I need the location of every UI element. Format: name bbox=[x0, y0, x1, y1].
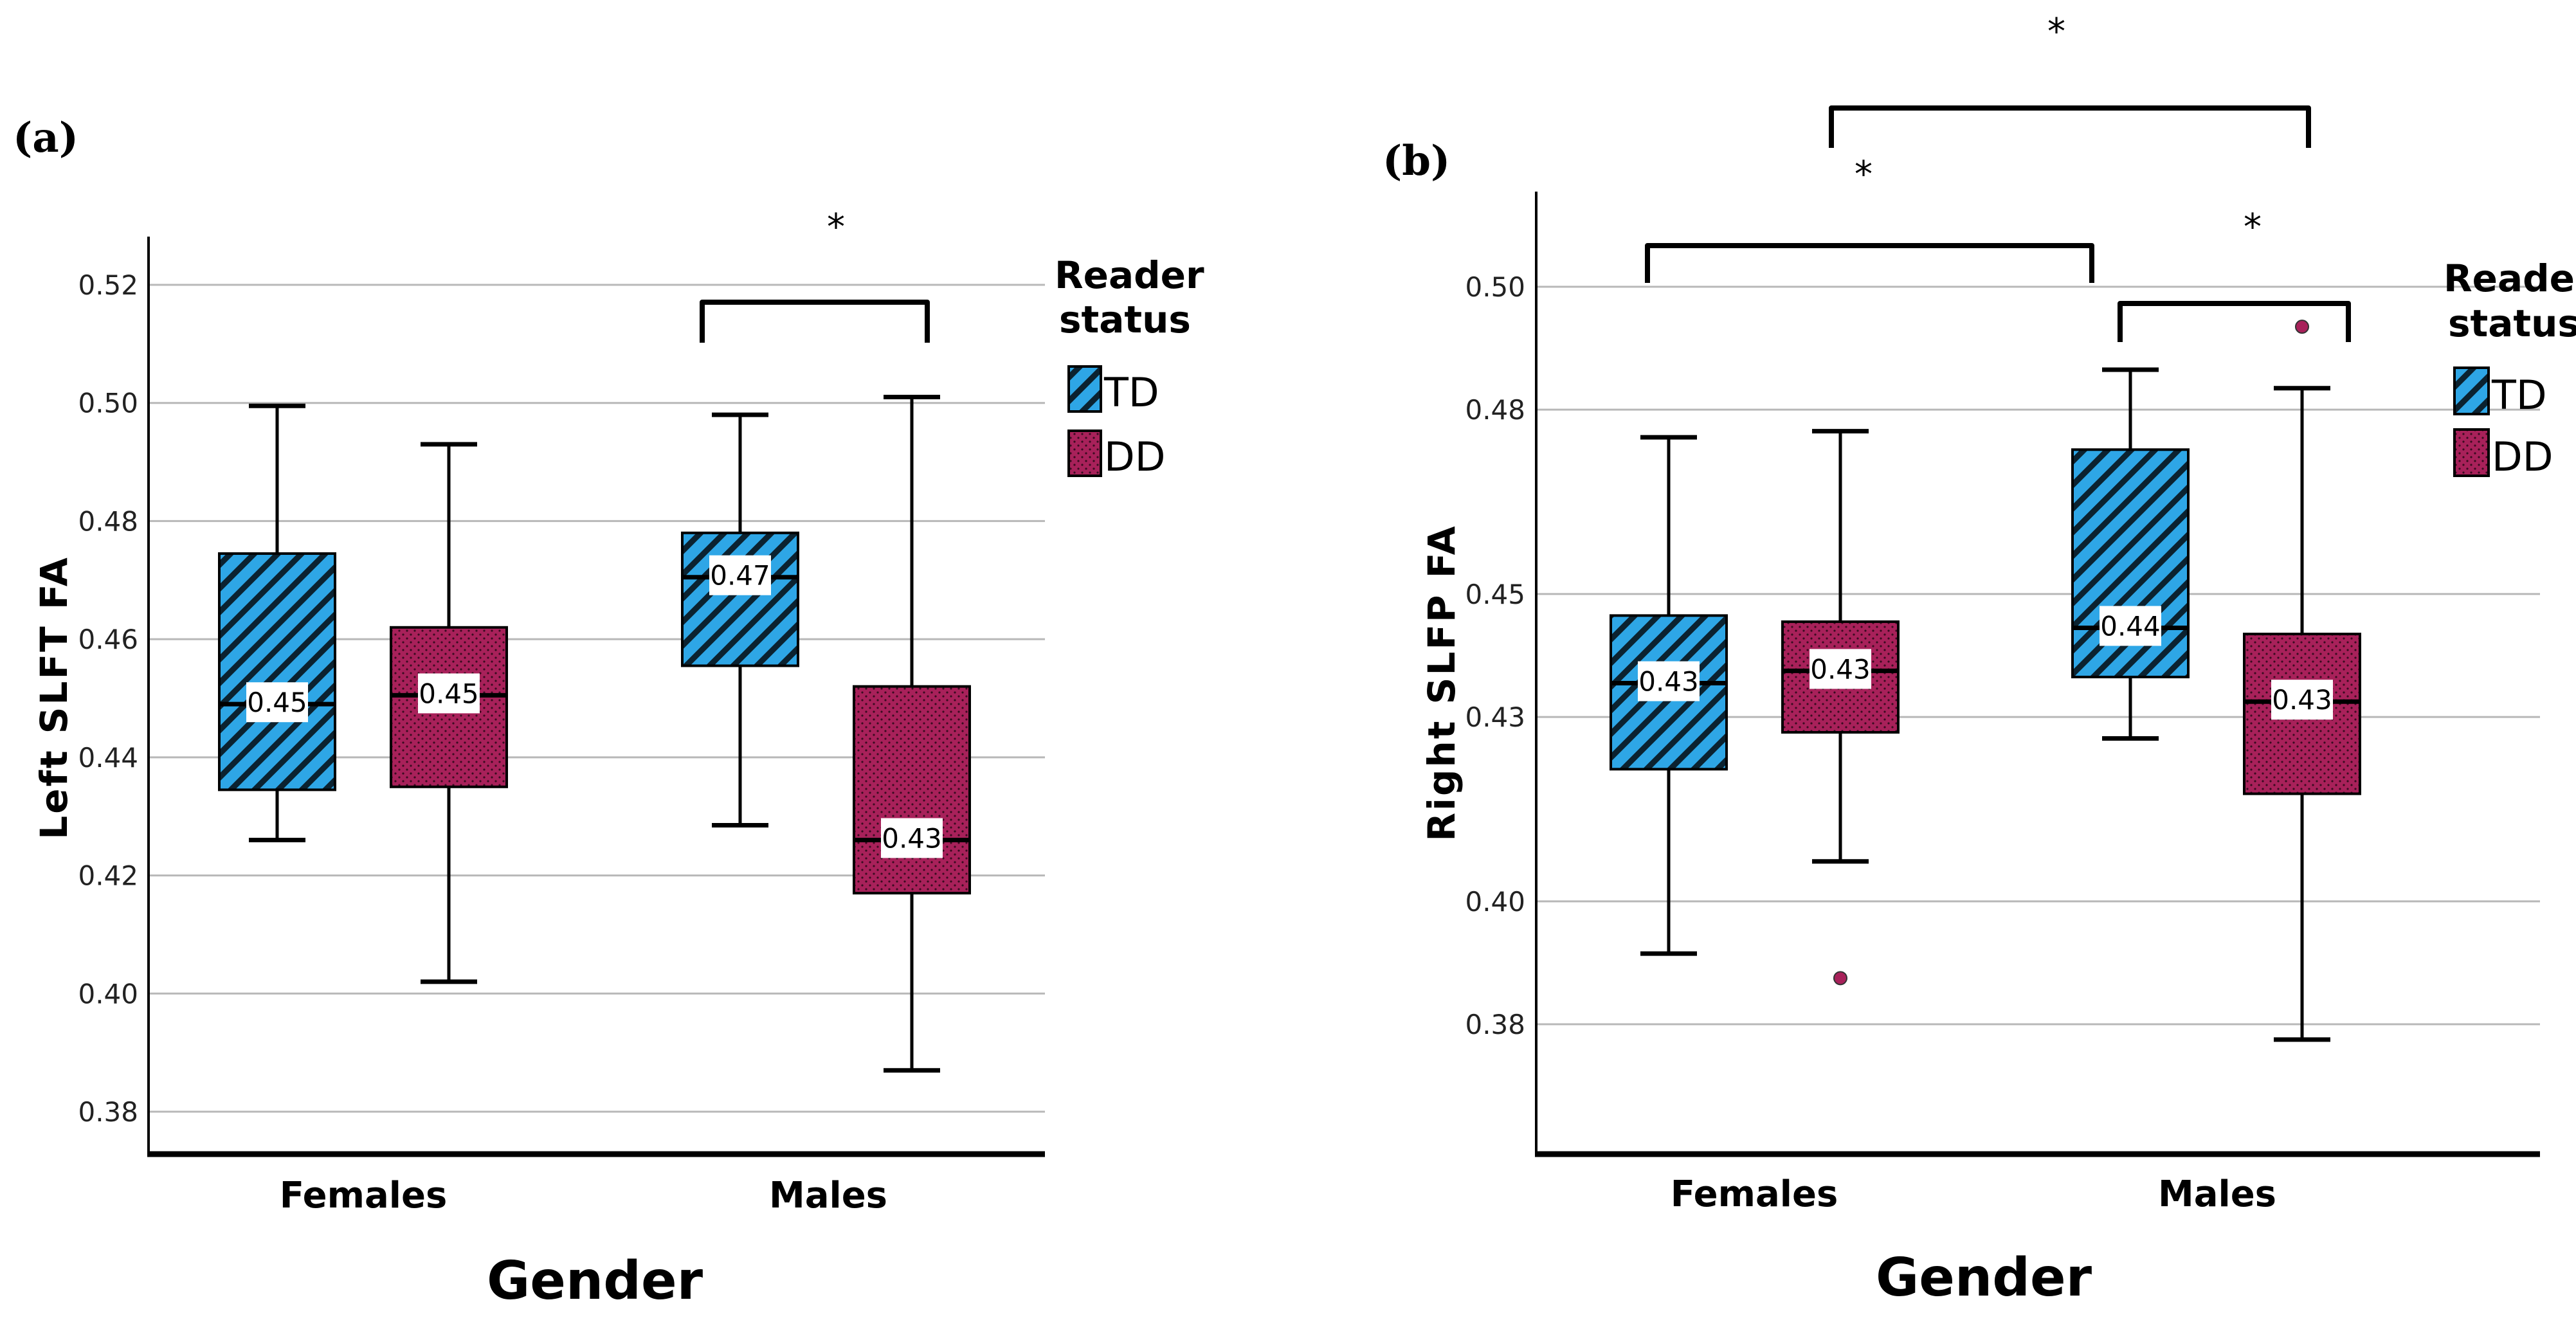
panel-a-y-tick-label: 0.42 bbox=[78, 860, 138, 892]
panel-a-legend-swatch-dd bbox=[1067, 429, 1102, 477]
panel-b-legend-title-line1: Reader bbox=[2444, 257, 2576, 300]
panel-b-legend-label-dd: DD bbox=[2492, 433, 2553, 480]
value-label-bg bbox=[2100, 606, 2161, 646]
panel-a-significance-star: * bbox=[827, 206, 845, 248]
panel-b-legend: Reader status TD DD bbox=[2444, 257, 2576, 480]
value-label-bg bbox=[418, 673, 480, 714]
panel-a-y-tick-label: 0.46 bbox=[78, 624, 138, 655]
panel-a-y-tick-label: 0.44 bbox=[78, 742, 138, 773]
panel-b-significance-star-2: * bbox=[2244, 206, 2262, 248]
panel-b-legend-swatch-td bbox=[2453, 366, 2490, 415]
panel-a-y-tick-label: 0.40 bbox=[78, 978, 138, 1009]
panel-a-box-males-dd: 0.43 bbox=[853, 395, 971, 1073]
panel-a-chart: (a) 0.38 0.40 0.42 0.44 0.46 0.48 0.50 0.52 Lef… bbox=[13, 114, 1204, 1312]
value-label-bg bbox=[1810, 649, 1871, 689]
panel-b-y-tick-label: 0.45 bbox=[1465, 579, 1525, 610]
panel-b-y-tick-label: 0.48 bbox=[1465, 394, 1525, 426]
panel-b-y-tick-label: 0.43 bbox=[1465, 701, 1525, 733]
panel-b-y-tick-label: 0.40 bbox=[1465, 886, 1525, 918]
panel-b-x-axis-title: Gender bbox=[1876, 1247, 2092, 1308]
value-label-bg bbox=[1638, 661, 1700, 701]
panel-b-legend-label-td: TD bbox=[2491, 372, 2547, 419]
value-label-bg bbox=[246, 682, 308, 723]
panel-b-significance-star-3: * bbox=[2047, 11, 2065, 53]
value-label: 0.43 bbox=[1638, 666, 1699, 698]
panel-b-box-females-dd: 0.43 bbox=[1781, 429, 1900, 986]
value-label: 0.44 bbox=[2100, 610, 2161, 642]
panel-a-box-males-td: 0.47 bbox=[681, 412, 799, 827]
value-label: 0.45 bbox=[419, 678, 479, 709]
value-label: 0.43 bbox=[882, 822, 942, 854]
panel-a-y-tick-label: 0.50 bbox=[78, 388, 138, 419]
value-label-bg bbox=[881, 818, 943, 858]
value-label: 0.45 bbox=[247, 687, 307, 718]
panel-b-y-axis-title: Right SLFP FA bbox=[1420, 524, 1464, 841]
outlier-point bbox=[1833, 971, 1847, 986]
panel-a-y-tick-label: 0.52 bbox=[78, 269, 138, 301]
panel-a-legend-label-td: TD bbox=[1103, 369, 1159, 416]
panel-a-x-tick-males: Males bbox=[769, 1175, 887, 1216]
value-label: 0.43 bbox=[2272, 684, 2332, 716]
panel-b-bracket-females-vs-males-td bbox=[1645, 243, 2094, 283]
outlier-point bbox=[2295, 320, 2309, 334]
panel-a-significance-bracket: * bbox=[700, 206, 930, 343]
panel-b-legend-title-line2: status bbox=[2448, 302, 2576, 345]
panel-b-box-females-td: 0.43 bbox=[1610, 435, 1728, 956]
panel-a-y-tick-label: 0.38 bbox=[78, 1096, 138, 1128]
box-iqr bbox=[853, 685, 971, 895]
panel-b-bracket-males-td-vs-dd bbox=[2118, 301, 2351, 342]
panel-a-x-tick-females: Females bbox=[280, 1175, 448, 1216]
value-label-bg bbox=[709, 555, 771, 595]
box-iqr bbox=[218, 552, 336, 791]
value-label: 0.47 bbox=[710, 560, 770, 592]
panel-b-x-tick-females: Females bbox=[1671, 1173, 1838, 1215]
panel-b-significance-star-1: * bbox=[1855, 154, 1873, 195]
panel-b-y-tick-label: 0.38 bbox=[1465, 1009, 1525, 1040]
panel-b-legend-swatch-dd bbox=[2453, 428, 2490, 477]
panel-b-box-males-td: 0.44 bbox=[2071, 367, 2190, 741]
panel-b-bracket-td-females-vs-dd-males bbox=[1829, 105, 2311, 148]
panel-a-box-females-dd: 0.45 bbox=[390, 442, 508, 984]
panel-a-legend-title-line1: Reader bbox=[1055, 253, 1204, 297]
panel-a-legend: Reader status TD DD bbox=[1055, 253, 1204, 480]
panel-a-letter: (a) bbox=[13, 114, 78, 162]
panel-a-legend-title-line2: status bbox=[1059, 298, 1191, 341]
value-label-bg bbox=[2271, 680, 2333, 720]
panel-b-significance-brackets: * * * bbox=[1645, 11, 2351, 342]
panel-b-box-males-dd: 0.43 bbox=[2243, 320, 2361, 1042]
panel-a-x-axis-title: Gender bbox=[487, 1251, 703, 1312]
panel-a-y-tick-label: 0.48 bbox=[78, 505, 138, 537]
panel-a-box-females-td: 0.45 bbox=[218, 403, 336, 842]
panel-a-y-axis-title: Left SLFT FA bbox=[32, 556, 76, 839]
box-iqr bbox=[681, 531, 799, 667]
value-label: 0.43 bbox=[1810, 653, 1871, 685]
panel-a-legend-label-dd: DD bbox=[1104, 433, 1165, 480]
panel-b-x-tick-males: Males bbox=[2158, 1173, 2276, 1215]
panel-b-letter: (b) bbox=[1383, 137, 1450, 185]
panel-a-legend-swatch-td bbox=[1067, 365, 1102, 413]
panel-b-y-tick-label: 0.50 bbox=[1465, 271, 1525, 303]
panel-b-chart: (b) 0.38 0.40 0.43 0.45 0.48 0.50 Right SLFP … bbox=[1383, 11, 2576, 1308]
